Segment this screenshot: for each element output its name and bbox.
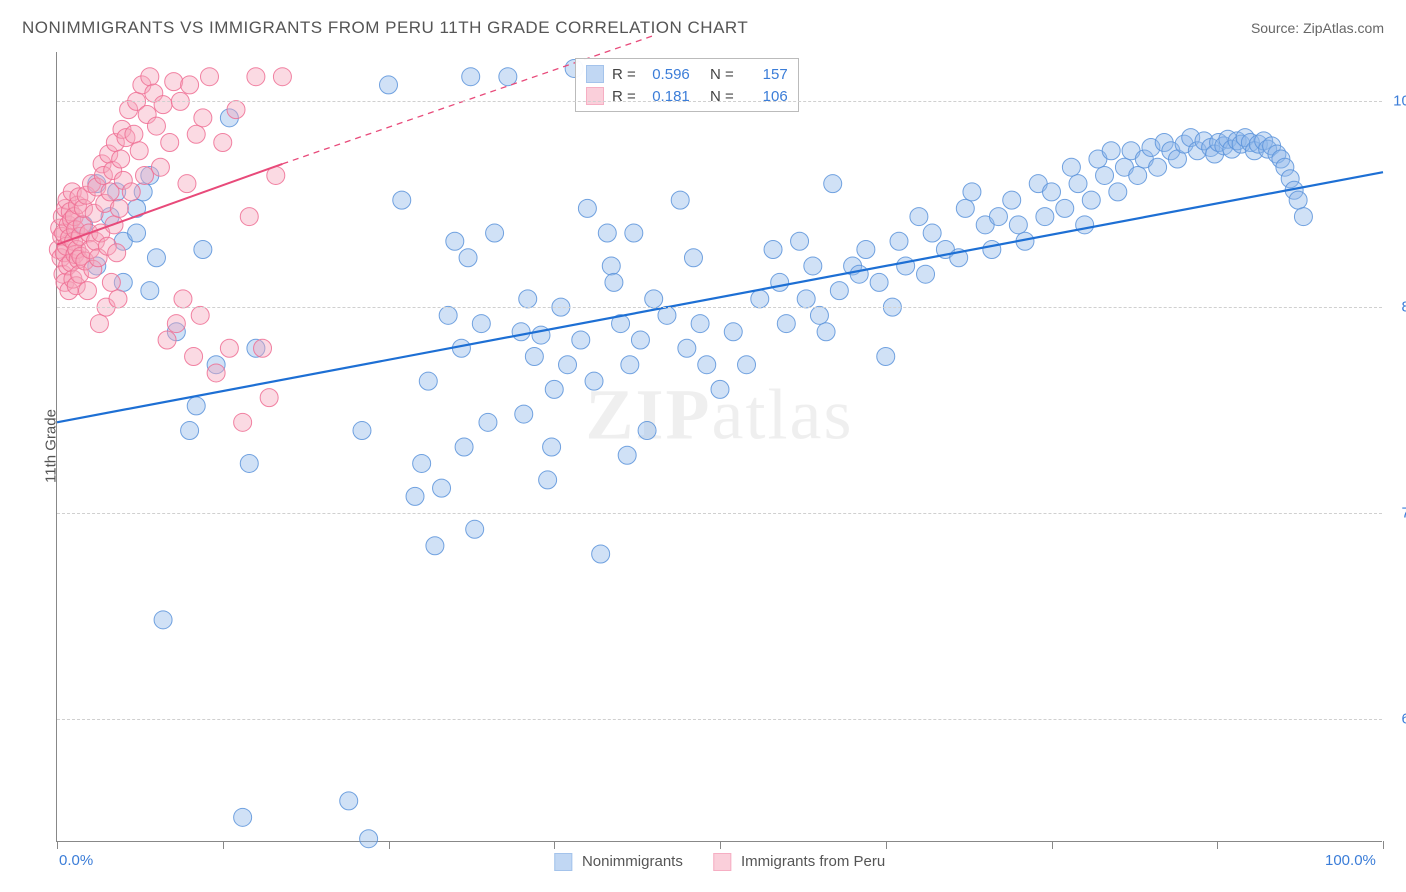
x-tick	[223, 841, 224, 849]
x-tick	[554, 841, 555, 849]
chart-header: NONIMMIGRANTS VS IMMIGRANTS FROM PERU 11…	[22, 18, 1384, 38]
gridline-h	[57, 101, 1382, 102]
y-tick-label: 100.0%	[1388, 93, 1406, 110]
stats-r-label: R =	[612, 66, 636, 83]
legend-swatch-1	[713, 853, 731, 871]
footer-legend: Nonimmigrants Immigrants from Peru	[554, 853, 885, 871]
scatter-svg	[57, 52, 1382, 841]
legend-item-1: Immigrants from Peru	[713, 853, 885, 871]
gridline-h	[57, 307, 1382, 308]
gridline-h	[57, 719, 1382, 720]
legend-swatch-0	[554, 853, 572, 871]
stats-row-series-1: R = 0.181 N = 106	[586, 85, 788, 107]
chart-title: NONIMMIGRANTS VS IMMIGRANTS FROM PERU 11…	[22, 18, 748, 38]
x-tick	[720, 841, 721, 849]
x-axis-label: 0.0%	[59, 852, 93, 869]
chart-plot-area: ZIPatlas R = 0.596 N = 157 R = 0.181 N =…	[56, 52, 1382, 842]
x-tick	[1217, 841, 1218, 849]
legend-item-0: Nonimmigrants	[554, 853, 683, 871]
swatch-series-0	[586, 65, 604, 83]
y-tick-label: 75.0%	[1388, 504, 1406, 521]
stats-row-series-0: R = 0.596 N = 157	[586, 63, 788, 85]
legend-label-1: Immigrants from Peru	[741, 853, 885, 870]
x-tick	[1383, 841, 1384, 849]
x-axis-label: 100.0%	[1325, 852, 1376, 869]
x-tick	[389, 841, 390, 849]
correlation-stats-box: R = 0.596 N = 157 R = 0.181 N = 106	[575, 58, 799, 112]
x-tick	[1052, 841, 1053, 849]
y-tick-label: 87.5%	[1388, 299, 1406, 316]
stats-n-value-0: 157	[742, 66, 788, 83]
x-tick	[886, 841, 887, 849]
chart-source: Source: ZipAtlas.com	[1251, 20, 1384, 36]
stats-r-value-0: 0.596	[644, 66, 690, 83]
gridline-h	[57, 513, 1382, 514]
stats-n-label: N =	[710, 66, 734, 83]
y-tick-label: 62.5%	[1388, 710, 1406, 727]
legend-label-0: Nonimmigrants	[582, 853, 683, 870]
x-tick	[57, 841, 58, 849]
